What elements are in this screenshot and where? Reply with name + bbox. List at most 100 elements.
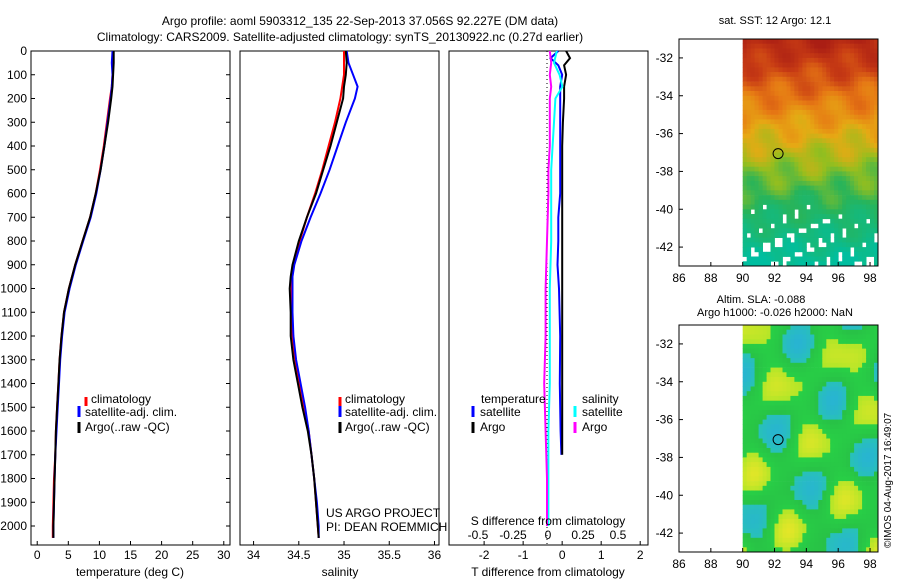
map-cell <box>850 81 855 87</box>
map-cell <box>850 185 855 191</box>
map-cell <box>790 533 795 539</box>
map-cell <box>810 424 815 430</box>
map-cell <box>794 533 799 539</box>
map-cell <box>774 195 779 201</box>
map-cell <box>874 414 879 420</box>
map-cell <box>798 190 803 196</box>
map-cell <box>822 395 827 401</box>
map-cell <box>854 547 859 553</box>
map-cell <box>834 247 839 253</box>
map-cell <box>822 386 827 392</box>
map-cell <box>874 223 879 229</box>
map-cell <box>798 476 803 482</box>
map-cell <box>786 377 791 383</box>
map-cell <box>790 495 795 501</box>
map-cell <box>758 67 763 73</box>
map-cell <box>838 48 843 54</box>
map-cell <box>802 72 807 78</box>
map-cell <box>762 251 767 257</box>
temperature-legend: climatology satellite-adj. clim. Argo(..… <box>77 392 177 434</box>
map-cell <box>782 343 787 349</box>
map-cell <box>870 147 875 153</box>
map-cell <box>854 53 859 59</box>
map-cell <box>750 528 755 534</box>
map-cell <box>846 438 851 444</box>
map-cell <box>794 57 799 63</box>
map-cell <box>762 190 767 196</box>
map-cell <box>758 91 763 97</box>
map-cell <box>850 419 855 425</box>
map-cell <box>742 528 748 534</box>
map-cell <box>770 232 775 238</box>
map-cell <box>754 39 759 45</box>
map-cell <box>806 81 811 87</box>
map-cell <box>742 214 748 220</box>
map-cell <box>806 109 811 115</box>
map-cell <box>750 124 755 130</box>
map-cell <box>874 485 879 491</box>
map-cell <box>830 180 835 186</box>
map-cell <box>850 67 855 73</box>
map-cell <box>802 256 807 262</box>
map-cell <box>766 485 771 491</box>
map-cell <box>834 43 839 49</box>
map-cell <box>850 410 855 416</box>
map-cell <box>794 419 799 425</box>
map-cell <box>790 462 795 468</box>
map-cell <box>854 448 859 454</box>
map-cell <box>798 114 803 120</box>
map-cell <box>746 39 752 45</box>
map-cell <box>870 391 875 397</box>
map-cell <box>814 358 819 364</box>
map-cell <box>786 410 791 416</box>
map-cell <box>806 114 811 120</box>
map-cell <box>810 105 815 111</box>
map-cell <box>866 395 871 401</box>
depth-tick-label: 1700 <box>0 448 27 462</box>
map-cell <box>858 105 863 111</box>
map-cell <box>862 247 867 253</box>
map-cell <box>838 429 843 435</box>
map-cell <box>766 180 771 186</box>
map-cell <box>742 185 748 191</box>
map-cell <box>754 424 759 430</box>
map-cell <box>798 242 803 248</box>
map-cell <box>794 495 799 501</box>
map-cell <box>794 53 799 59</box>
map-cell <box>834 518 839 524</box>
map-cell <box>834 232 839 238</box>
map-cell <box>794 377 799 383</box>
map-cell <box>798 343 803 349</box>
map-cell <box>866 147 871 153</box>
map-cell <box>830 223 835 229</box>
map-cell <box>754 514 759 520</box>
map-cell <box>758 152 763 158</box>
map-cell <box>762 537 767 543</box>
map-cell <box>758 528 763 534</box>
map-cell <box>850 223 855 229</box>
map-cell <box>798 143 803 149</box>
map-cell <box>754 414 759 420</box>
map-cell <box>794 448 799 454</box>
map-cell <box>858 325 863 331</box>
map-cell <box>782 171 787 177</box>
map-cell <box>750 261 755 267</box>
map-cell <box>762 433 767 439</box>
map-cell <box>750 39 755 45</box>
map-cell <box>842 429 847 435</box>
map-cell <box>794 176 799 182</box>
s-diff-tick-label: 0.25 <box>571 528 595 542</box>
map-cell <box>762 232 767 238</box>
map-cell <box>786 223 791 229</box>
map-cell <box>874 372 879 378</box>
map-cell <box>742 43 748 49</box>
map-cell <box>846 542 851 548</box>
map-cell <box>750 147 755 153</box>
map-cell <box>842 152 847 158</box>
map-cell <box>858 429 863 435</box>
map-cell <box>806 166 811 172</box>
map-cell <box>814 400 819 406</box>
map-cell <box>766 72 771 78</box>
map-cell <box>838 537 843 543</box>
map-cell <box>818 462 823 468</box>
